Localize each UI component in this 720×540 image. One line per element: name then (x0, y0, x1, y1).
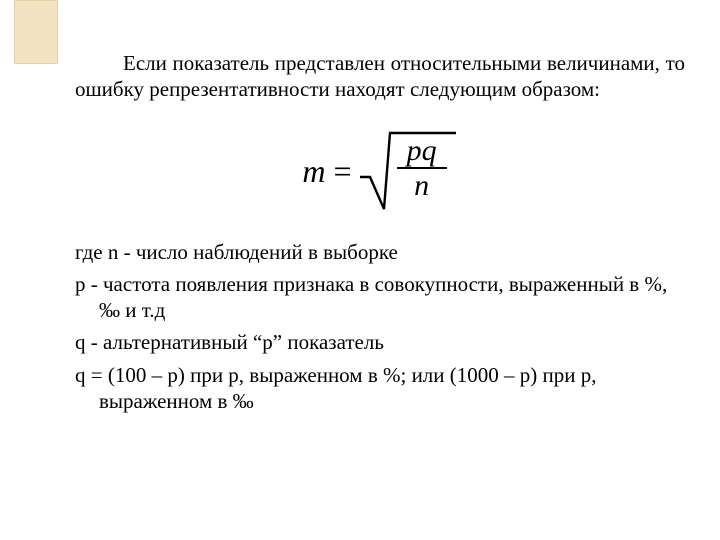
decorative-side-strip (14, 0, 58, 64)
definition-n: где n - число наблюдений в выборке (75, 239, 685, 265)
slide: Если показатель представлен относительны… (0, 0, 720, 540)
formula-fraction: pq n (397, 135, 447, 202)
slide-content: Если показатель представлен относительны… (75, 50, 685, 420)
definition-q: q - альтернативный “p” показатель (75, 329, 685, 355)
formula-radicand: pq n (392, 135, 452, 202)
intro-paragraph: Если показатель представлен относительны… (75, 50, 685, 103)
formula-denominator: n (397, 167, 447, 202)
formula-block: m = pq n (75, 129, 685, 213)
definitions: где n - число наблюдений в выборке p - ч… (75, 239, 685, 415)
formula-numerator: pq (397, 135, 447, 168)
formula: m = pq n (302, 129, 457, 213)
definition-q-formula: q = (100 – p) при р, выраженном в %; или… (75, 362, 685, 415)
formula-sqrt: pq n (358, 129, 458, 213)
definition-p: p - частота появления признака в совокуп… (75, 271, 685, 324)
formula-lhs: m (302, 155, 333, 187)
formula-equals: = (334, 155, 358, 187)
